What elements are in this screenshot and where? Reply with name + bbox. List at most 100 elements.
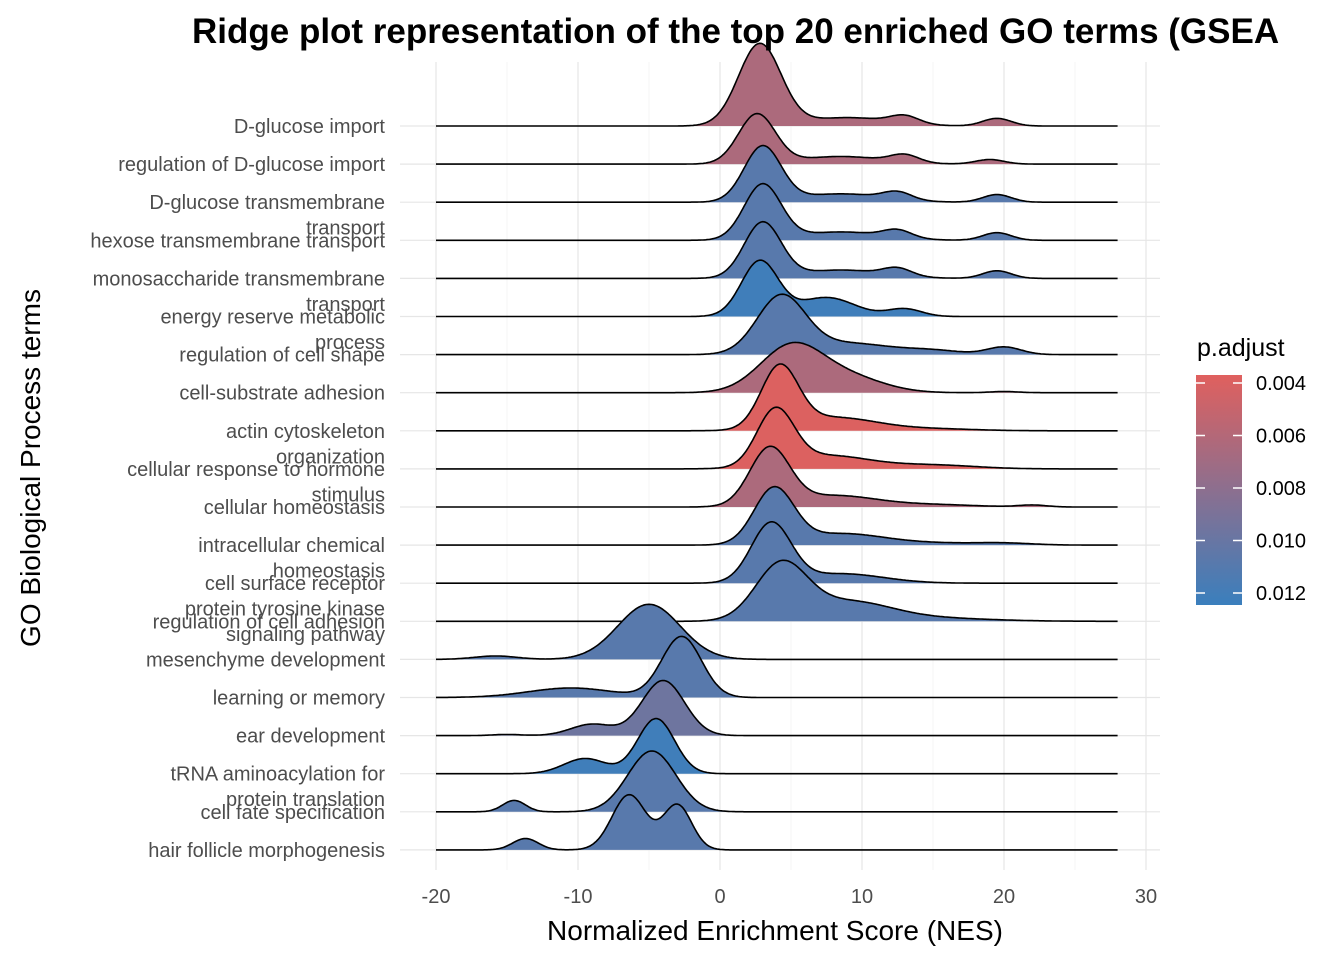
- y-tick-label: cell-substrate adhesion: [179, 383, 385, 405]
- x-axis-title: Normalized Enrichment Score (NES): [547, 915, 1003, 946]
- ridge-series: [436, 220, 1118, 280]
- ridges: [436, 42, 1118, 851]
- y-tick-label: cellular homeostasis: [204, 497, 385, 519]
- x-tick-label: 0: [714, 886, 725, 908]
- y-tick-label: cell surface receptor protein tyrosine ki…: [185, 573, 385, 646]
- ridge-outline: [436, 259, 1118, 318]
- y-tick-label: energy reserve metabolic process: [160, 307, 385, 355]
- ridge-outline: [436, 341, 1118, 394]
- ridge-outline: [436, 182, 1118, 242]
- y-tick-label: tRNA aminoacylation for protein translati…: [170, 764, 385, 812]
- ridge-outline: [436, 293, 1118, 356]
- y-tick-label: cell fate specification: [200, 802, 385, 824]
- ridge-outline: [436, 406, 1118, 470]
- x-tick-label: 20: [993, 886, 1015, 908]
- ridge-fill: [436, 718, 1118, 774]
- ridge-series: [436, 363, 1118, 432]
- ridge-outline: [436, 144, 1118, 203]
- legend-label: 0.006: [1256, 426, 1306, 448]
- y-tick-label: monosaccharide transmembrane transport: [93, 268, 386, 316]
- ridge-series: [436, 559, 1118, 623]
- ridge-series: [436, 635, 1118, 699]
- ridge-series: [436, 717, 1118, 775]
- ridge-outline: [436, 485, 1118, 546]
- ridge-fill: [436, 221, 1118, 279]
- ridge-outline: [436, 679, 1118, 737]
- ridge-outline: [436, 112, 1118, 165]
- legend-label: 0.012: [1256, 583, 1306, 605]
- ridge-fill: [436, 680, 1118, 736]
- x-tick-label: 30: [1135, 886, 1157, 908]
- y-tick-label: mesenchyme development: [146, 649, 385, 671]
- ridge-series: [436, 485, 1118, 546]
- ridge-outline: [436, 521, 1118, 584]
- y-tick-label: D-glucose transmembrane transport: [149, 192, 385, 240]
- ridge-outline: [436, 42, 1118, 127]
- x-tick-label: 10: [851, 886, 873, 908]
- ridge-fill: [436, 407, 1118, 469]
- y-tick-label: regulation of D-glucose import: [118, 154, 385, 176]
- ridge-outline: [436, 793, 1118, 851]
- ridge-series: [436, 445, 1118, 508]
- y-tick-label: regulation of cell adhesion: [153, 611, 385, 633]
- ridge-fill: [436, 604, 1118, 660]
- legend: p.adjust 0.004 0.006 0.008 0.010 0.012: [1196, 334, 1306, 605]
- ridge-outline: [436, 635, 1118, 699]
- ridge-series: [436, 679, 1118, 737]
- ridge-fill: [436, 486, 1118, 546]
- y-tick-label: regulation of cell shape: [179, 345, 385, 367]
- ridge-fill: [436, 521, 1118, 584]
- ridge-fill: [436, 183, 1118, 241]
- ridge-fill: [436, 260, 1118, 317]
- y-tick-labels: D-glucose import regulation of D-glucose …: [90, 116, 385, 862]
- ridge-fill: [436, 560, 1118, 622]
- ridge-fill: [436, 364, 1118, 431]
- chart-title: Ridge plot representation of the top 20 …: [192, 12, 1279, 51]
- y-tick-label: intracellular chemical homeostasis: [198, 535, 385, 583]
- ridge-series: [436, 603, 1118, 661]
- x-tick-label: -20: [422, 886, 451, 908]
- ridge-outline: [436, 559, 1118, 623]
- ridge-series: [436, 793, 1118, 851]
- x-tick-labels: -20 -10 0 10 20 30: [422, 886, 1158, 908]
- ridge-fill: [436, 145, 1118, 203]
- y-tick-label: cellular response to hormone stimulus: [127, 459, 385, 507]
- ridge-fill: [436, 113, 1118, 165]
- y-tick-label: learning or memory: [213, 688, 385, 710]
- ridge-series: [436, 42, 1118, 127]
- ridge-fill: [436, 636, 1118, 698]
- legend-label: 0.010: [1256, 531, 1306, 553]
- ridge-series: [436, 144, 1118, 203]
- legend-label: 0.004: [1256, 373, 1306, 395]
- ridge-series: [436, 293, 1118, 356]
- ridge-outline: [436, 750, 1118, 813]
- y-tick-label: hexose transmembrane transport: [90, 230, 385, 252]
- ridge-series: [436, 750, 1118, 813]
- x-tick-label: -10: [564, 886, 593, 908]
- ridge-series: [436, 521, 1118, 584]
- ridge-fill: [436, 294, 1118, 355]
- legend-label: 0.008: [1256, 478, 1306, 500]
- y-tick-label: ear development: [236, 726, 385, 748]
- ridge-fill: [436, 794, 1118, 850]
- y-axis-title: GO Biological Process terms: [15, 289, 46, 647]
- y-tick-label: actin cytoskeleton organization: [226, 421, 385, 469]
- y-tick-label: D-glucose import: [234, 116, 386, 138]
- ridge-series: [436, 406, 1118, 470]
- legend-ticks: 0.004 0.006 0.008 0.010 0.012: [1196, 373, 1306, 605]
- legend-title: p.adjust: [1197, 334, 1285, 362]
- ridge-fill: [436, 751, 1118, 812]
- legend-colorbar: [1196, 375, 1242, 605]
- ridge-fill: [436, 446, 1118, 507]
- y-tick-label: hair follicle morphogenesis: [148, 840, 385, 862]
- ridge-outline: [436, 717, 1118, 775]
- ridge-series: [436, 112, 1118, 165]
- ridge-outline: [436, 445, 1118, 508]
- ridge-series: [436, 182, 1118, 242]
- ridge-series: [436, 259, 1118, 318]
- ridge-fill: [436, 43, 1118, 126]
- ridge-outline: [436, 220, 1118, 280]
- ridge-outline: [436, 603, 1118, 661]
- ridge-outline: [436, 363, 1118, 432]
